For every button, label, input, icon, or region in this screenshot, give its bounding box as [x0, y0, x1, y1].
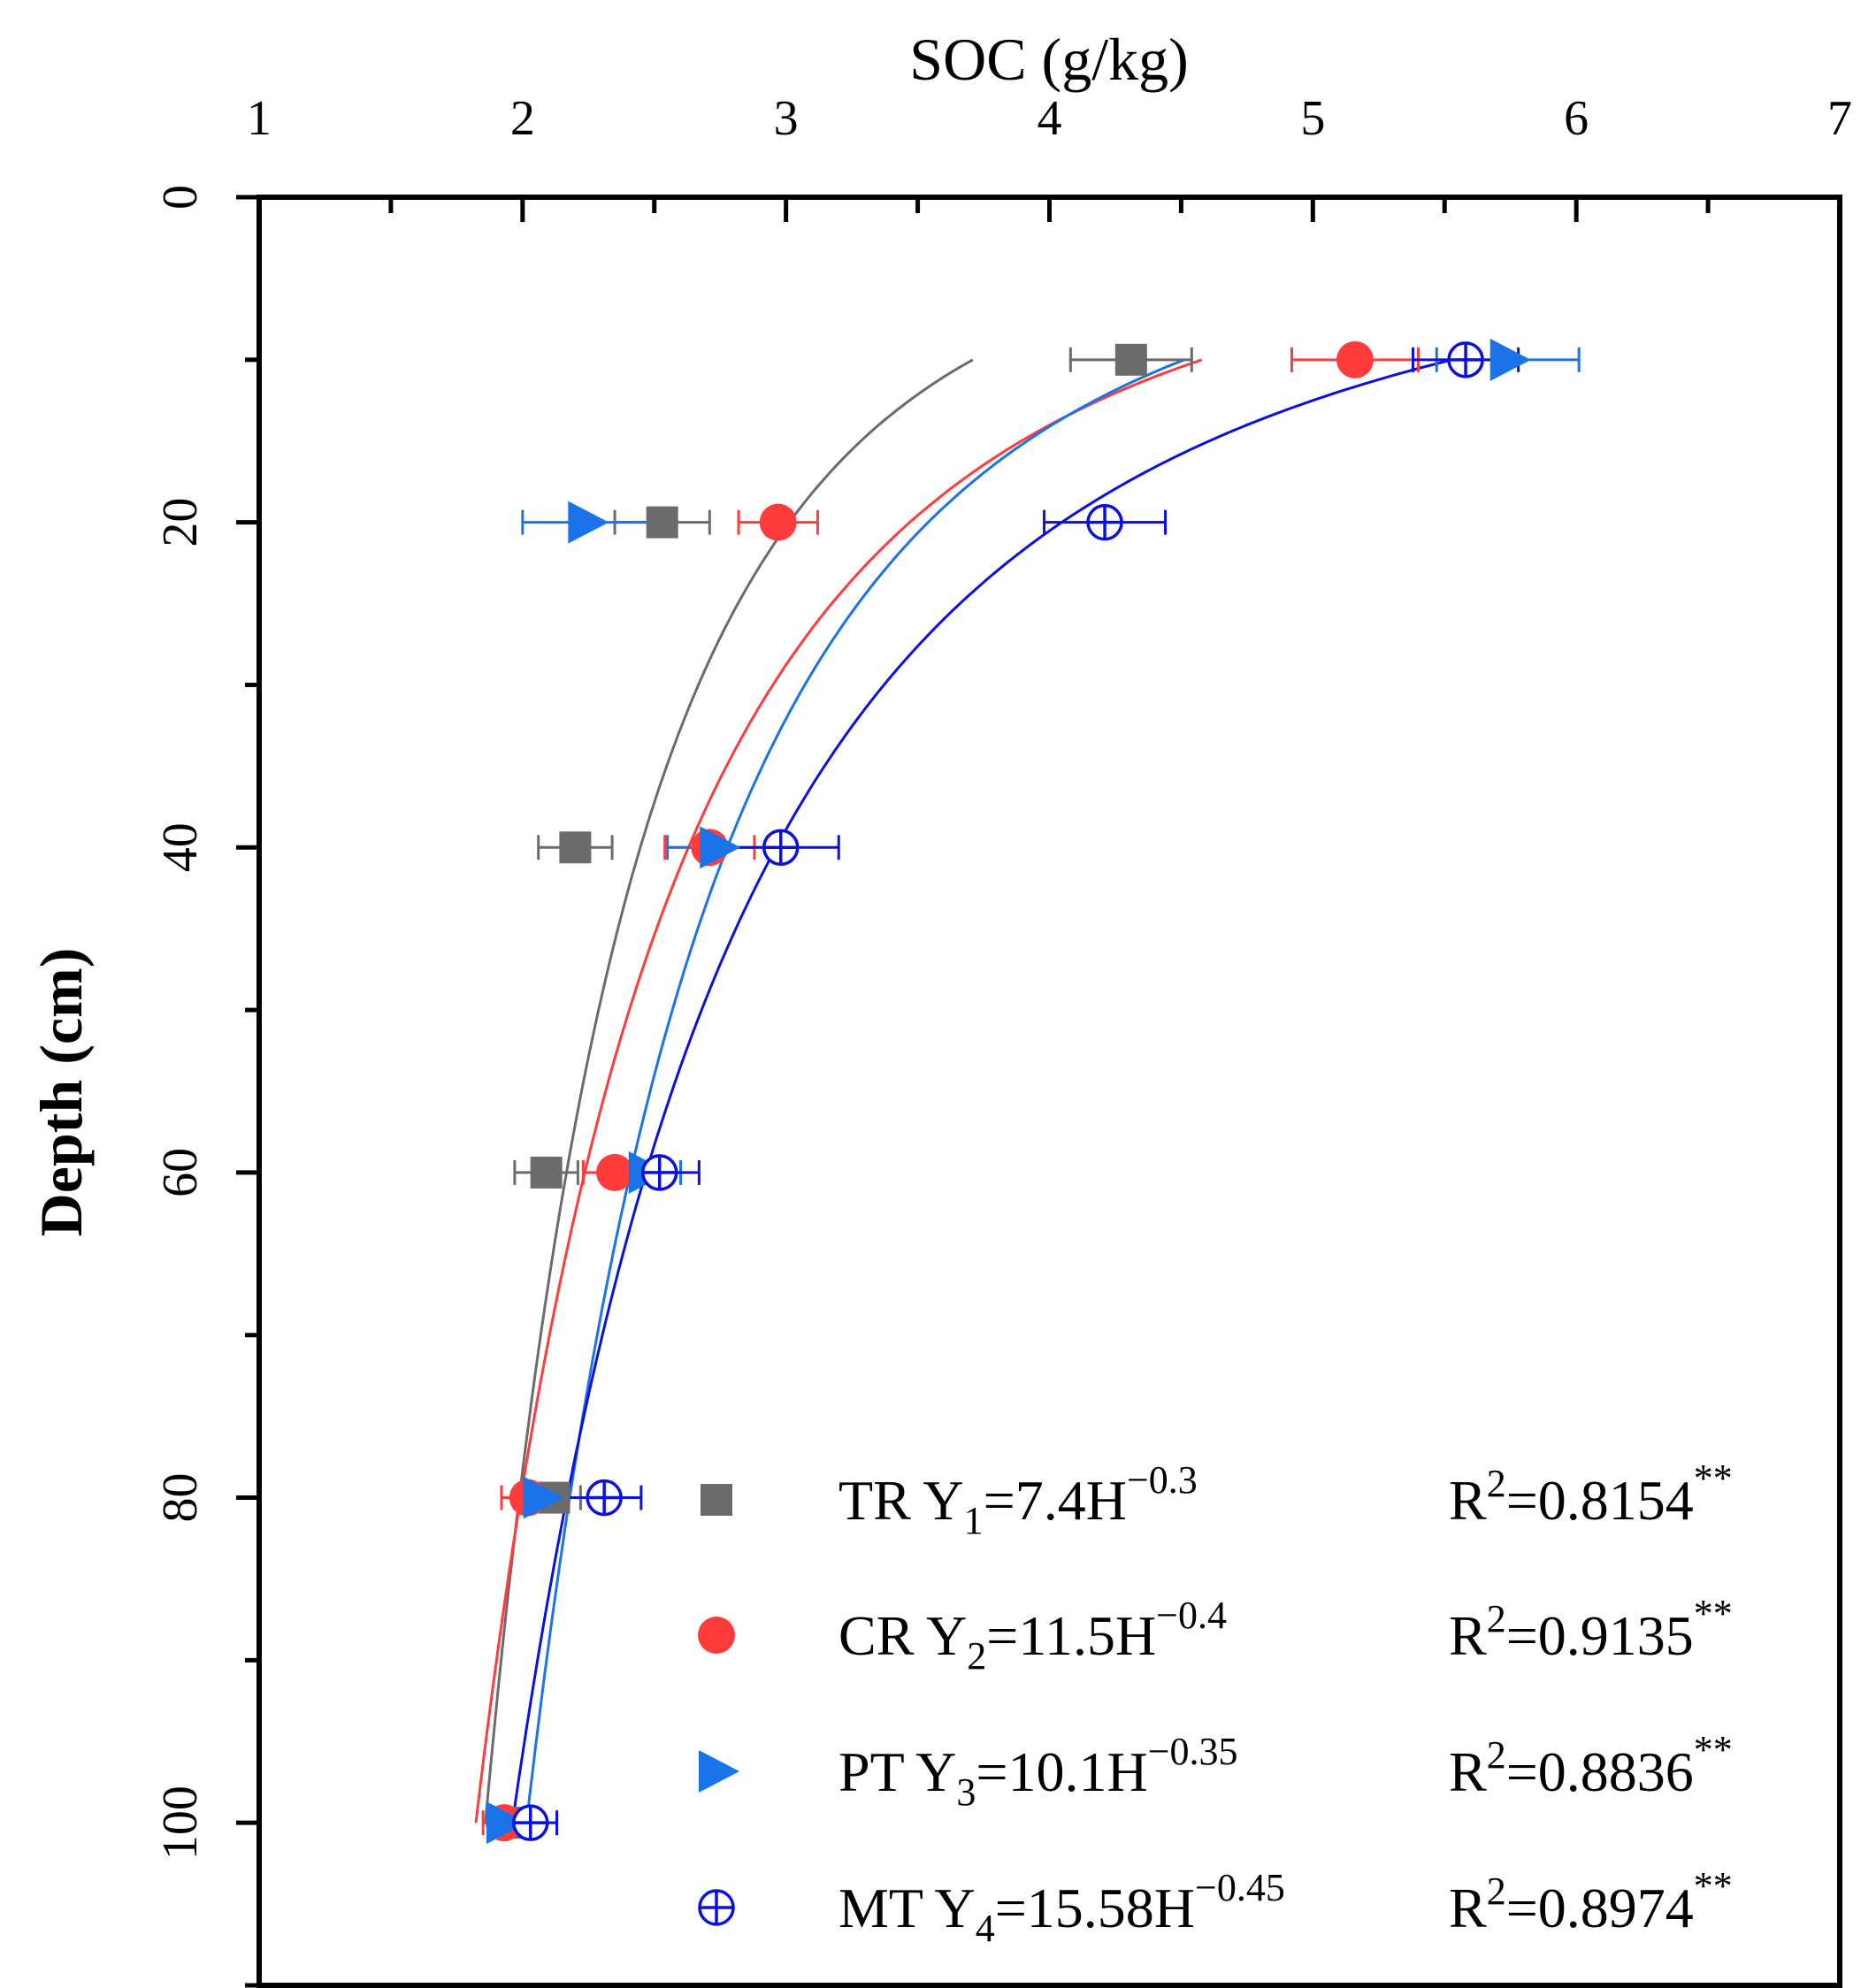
x-tick-label: 7 [1827, 91, 1852, 146]
legend-r-squared: R2=0.9135** [1449, 1592, 1733, 1667]
y-axis-title: Depth (cm) [27, 948, 95, 1237]
legend-significance: ** [1694, 1457, 1733, 1500]
x-tick-label: 4 [1038, 91, 1062, 146]
fit-curves [474, 358, 1452, 1824]
legend-row-tr: TR Y1=7.4H−0.3 R2=0.8154** [701, 1457, 1733, 1542]
legend-r-superscript: 2 [1487, 1597, 1506, 1640]
x-tick-label: 3 [774, 91, 799, 146]
legend: TR Y1=7.4H−0.3 R2=0.8154**CR Y2=11.5H−0.4… [698, 1457, 1733, 1950]
legend-prefix: TR Y [838, 1469, 964, 1532]
legend-exponent: −0.35 [1148, 1730, 1238, 1773]
data-point-cr [596, 1153, 634, 1191]
legend-subscript: 2 [967, 1634, 986, 1678]
y-tick-label: 100 [153, 1785, 208, 1860]
legend-r-squared: R2=0.8836** [1449, 1728, 1733, 1803]
legend-r-value: =0.9135 [1506, 1604, 1694, 1667]
legend-r-value: =0.8154 [1506, 1469, 1694, 1532]
y-tick-label: 20 [153, 498, 208, 547]
data-point-mt [640, 1154, 678, 1191]
x-tick-label: 5 [1300, 91, 1325, 146]
legend-equation: CR Y2=11.5H−0.4 [838, 1594, 1227, 1678]
y-axis-ticks: 0 20 40 60 80 100 [153, 185, 259, 1988]
legend-row-cr: CR Y2=11.5H−0.4 R2=0.9135** [698, 1592, 1733, 1678]
legend-r: R [1449, 1877, 1487, 1939]
legend-eq-body: =11.5H [986, 1604, 1156, 1667]
legend-r-squared: R2=0.8974** [1449, 1864, 1733, 1939]
data-point-mt [1447, 341, 1484, 378]
fit-curve-tr [484, 358, 974, 1824]
legend-marker-cr [698, 1617, 735, 1654]
legend-r: R [1449, 1469, 1487, 1532]
x-tick-label: 1 [247, 91, 272, 146]
legend-marker-pt [699, 1750, 739, 1793]
legend-eq-body: =15.58H [995, 1877, 1195, 1939]
legend-eq-body: =10.1H [976, 1740, 1147, 1803]
data-point-mt [586, 1479, 623, 1517]
data-point-pt [568, 501, 609, 544]
legend-significance: ** [1694, 1864, 1733, 1908]
data-markers [485, 338, 1531, 1845]
legend-subscript: 1 [964, 1499, 984, 1542]
legend-r-superscript: 2 [1487, 1733, 1506, 1777]
data-point-tr [646, 506, 678, 539]
fit-curve-pt [525, 358, 1185, 1824]
y-tick-label: 80 [153, 1473, 208, 1523]
x-axis-ticks: 1 2 3 4 5 6 7 [247, 91, 1852, 222]
legend-prefix: CR Y [838, 1604, 967, 1667]
fit-curve-cr [474, 358, 1203, 1824]
legend-r-superscript: 2 [1487, 1462, 1506, 1505]
legend-r-value: =0.8836 [1506, 1740, 1694, 1803]
legend-r: R [1449, 1604, 1487, 1667]
data-point-tr [1114, 343, 1147, 376]
legend-exponent: −0.3 [1127, 1458, 1198, 1502]
legend-marker-mt [698, 1889, 735, 1926]
legend-marker-tr [701, 1484, 732, 1516]
legend-r: R [1449, 1740, 1487, 1803]
legend-subscript: 3 [956, 1770, 976, 1814]
legend-significance: ** [1694, 1592, 1733, 1635]
data-point-pt [700, 826, 741, 869]
legend-row-pt: PT Y3=10.1H−0.35 R2=0.8836** [699, 1728, 1733, 1814]
legend-prefix: PT Y [838, 1740, 956, 1803]
legend-exponent: −0.4 [1156, 1594, 1227, 1637]
data-point-pt [486, 1801, 527, 1845]
fit-curve-mt [510, 358, 1452, 1824]
data-point-pt [523, 1476, 564, 1519]
legend-equation: MT Y4=15.58H−0.45 [838, 1866, 1285, 1950]
data-point-tr [559, 831, 592, 864]
legend-eq-body: =7.4H [984, 1469, 1127, 1532]
data-point-cr [1336, 340, 1374, 378]
x-tick-label: 6 [1564, 91, 1589, 146]
legend-row-mt: MT Y4=15.58H−0.45 R2=0.8974** [698, 1864, 1733, 1950]
data-point-mt [762, 829, 800, 867]
y-tick-label: 40 [153, 822, 208, 872]
legend-prefix: MT Y [838, 1877, 976, 1939]
legend-r-superscript: 2 [1487, 1869, 1506, 1913]
data-point-mt [512, 1804, 549, 1841]
y-tick-label: 0 [153, 185, 208, 210]
legend-r-value: =0.8974 [1506, 1877, 1694, 1939]
legend-subscript: 4 [976, 1907, 995, 1950]
data-point-tr [530, 1156, 563, 1189]
legend-r-squared: R2=0.8154** [1449, 1457, 1733, 1532]
x-axis-title: SOC (g/kg) [909, 26, 1188, 93]
legend-exponent: −0.45 [1195, 1866, 1285, 1909]
y-tick-label: 60 [153, 1148, 208, 1197]
legend-equation: TR Y1=7.4H−0.3 [838, 1458, 1198, 1542]
x-tick-label: 2 [510, 91, 535, 146]
data-point-cr [759, 503, 797, 541]
legend-equation: PT Y3=10.1H−0.35 [838, 1730, 1238, 1814]
data-point-pt [1489, 338, 1531, 381]
data-point-mt [1086, 503, 1123, 541]
legend-significance: ** [1694, 1728, 1733, 1771]
